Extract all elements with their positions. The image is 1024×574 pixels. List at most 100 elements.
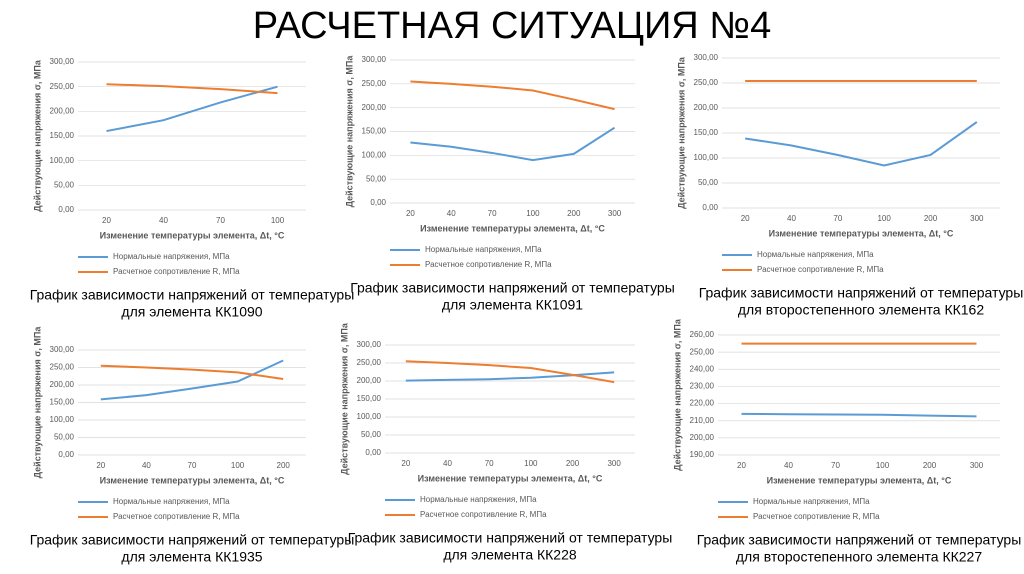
x-axis-label: Изменение температуры элемента, Δt, °С [420,223,605,233]
x-tick-label: 70 [216,216,225,225]
x-tick-label: 40 [787,214,796,223]
x-tick-label: 40 [443,459,452,468]
legend-label: Нормальные напряжения, МПа [113,252,230,261]
y-tick-label: 200,00 [50,380,75,389]
y-tick-label: 250,00 [50,363,75,372]
y-tick-label: 250,00 [362,79,387,88]
x-axis-label: Изменение температуры элемента, Δt, °С [100,230,285,240]
x-tick-label: 300 [607,459,621,468]
y-tick-label: 250,00 [694,78,719,87]
y-tick-label: 250,00 [357,358,382,367]
y-tick-label: 0,00 [58,205,74,214]
chart: 190,00 200,00 210,00 220,00 230,00 240,00 250,… [672,318,1021,565]
y-tick-label: 100,00 [50,415,75,424]
y-tick-label: 200,00 [50,106,75,115]
y-tick-label: 150,00 [362,127,387,136]
y-tick-label: 300,00 [362,55,387,64]
x-tick-label: 100 [876,461,890,470]
caption: График зависимости напряжений от темпера… [348,530,673,546]
y-tick-label: 230,00 [690,382,715,391]
y-tick-label: 0,00 [58,450,74,459]
y-axis-label: Действующие напряжения σ, МПа [339,322,349,475]
x-tick-label: 200 [923,461,937,470]
y-tick-label: 210,00 [690,416,715,425]
x-tick-label: 200 [567,209,581,218]
y-axis-label: Действующие напряжения σ, МПа [32,326,42,479]
y-tick-label: 150,00 [50,131,75,140]
x-tick-label: 100 [271,216,285,225]
y-tick-label: 300,00 [50,345,75,354]
series-line [100,364,284,381]
series-line [405,371,615,382]
series-line [405,360,615,384]
y-axis-label: Действующие напряжения σ, МПа [676,56,686,209]
legend-label: Нормальные напряжения, МПа [420,495,537,504]
x-tick-label: 20 [406,209,415,218]
x-tick-label: 200 [924,214,938,223]
caption: для элемента КК1090 [121,304,262,320]
x-tick-label: 70 [485,459,494,468]
x-tick-label: 100 [524,459,538,468]
y-tick-label: 150,00 [357,394,382,403]
y-tick-label: 100,00 [50,156,75,165]
caption: для второстепенного элемента КК162 [738,302,984,318]
slide-title: РАСЧЕТНАЯ СИТУАЦИЯ №4 [253,5,771,47]
x-tick-label: 20 [96,461,105,470]
x-tick-label: 70 [831,461,840,470]
x-axis-label: Изменение температуры элемента, Δt, °С [100,475,285,485]
legend-label: Расчетное сопротивление R, МПа [753,512,880,521]
series-line [741,412,977,418]
y-tick-label: 100,00 [362,150,387,159]
caption: График зависимости напряжений от темпера… [697,532,1022,548]
y-tick-label: 300,00 [357,340,382,349]
x-tick-label: 70 [833,214,842,223]
legend-label: Нормальные напряжения, МПа [113,497,230,506]
series-line [745,121,978,167]
caption: График зависимости напряжений от темпера… [30,532,355,548]
chart: 0,00 50,00 100,00 150,00 200,00 250,00 300,00 2… [344,55,674,313]
x-tick-label: 100 [877,214,891,223]
y-tick-label: 240,00 [690,364,715,373]
y-tick-label: 200,00 [357,376,382,385]
y-tick-label: 50,00 [698,178,719,187]
y-tick-label: 300,00 [694,53,719,62]
y-tick-label: 50,00 [54,180,75,189]
y-tick-label: 100,00 [357,412,382,421]
x-tick-label: 40 [784,461,793,470]
x-tick-label: 200 [277,461,291,470]
caption: для второстепенного элемента КК227 [736,549,982,565]
y-tick-label: 200,00 [362,103,387,112]
x-tick-label: 20 [741,214,750,223]
legend-label: Расчетное сопротивление R, МПа [757,265,884,274]
legend-label: Расчетное сопротивление R, МПа [425,260,552,269]
legend-label: Расчетное сопротивление R, МПа [113,512,240,521]
series-line [410,80,615,111]
y-tick-label: 0,00 [365,448,381,457]
x-tick-label: 40 [159,216,168,225]
y-tick-label: 50,00 [361,430,382,439]
y-axis-label: Действующие напряжения σ, МПа [672,318,682,471]
y-tick-label: 150,00 [50,398,75,407]
x-tick-label: 200 [566,459,580,468]
x-axis-label: Изменение температуры элемента, Δt, °С [769,228,954,238]
y-tick-label: 260,00 [690,330,715,339]
series-line [106,83,278,95]
x-tick-label: 70 [188,461,197,470]
x-tick-label: 300 [608,209,622,218]
y-tick-label: 200,00 [690,433,715,442]
x-tick-label: 70 [488,209,497,218]
series-line [410,126,616,162]
caption: для элемента КК228 [443,547,577,563]
caption: для элемента КК1935 [121,549,262,565]
series-line [106,85,278,133]
legend-label: Расчетное сопротивление R, МПа [113,267,240,276]
chart: 0,00 50,00 100,00 150,00 200,00 250,00 300,00 2… [676,53,1023,318]
x-tick-label: 300 [970,214,984,223]
x-tick-label: 40 [447,209,456,218]
legend-label: Расчетное сопротивление R, МПа [420,510,547,519]
y-axis-label: Действующие напряжения σ, МПа [32,59,42,212]
y-tick-label: 250,00 [690,347,715,356]
chart: 0,00 50,00 100,00 150,00 200,00 250,00 300,00 2… [30,57,355,320]
y-tick-label: 100,00 [694,153,719,162]
